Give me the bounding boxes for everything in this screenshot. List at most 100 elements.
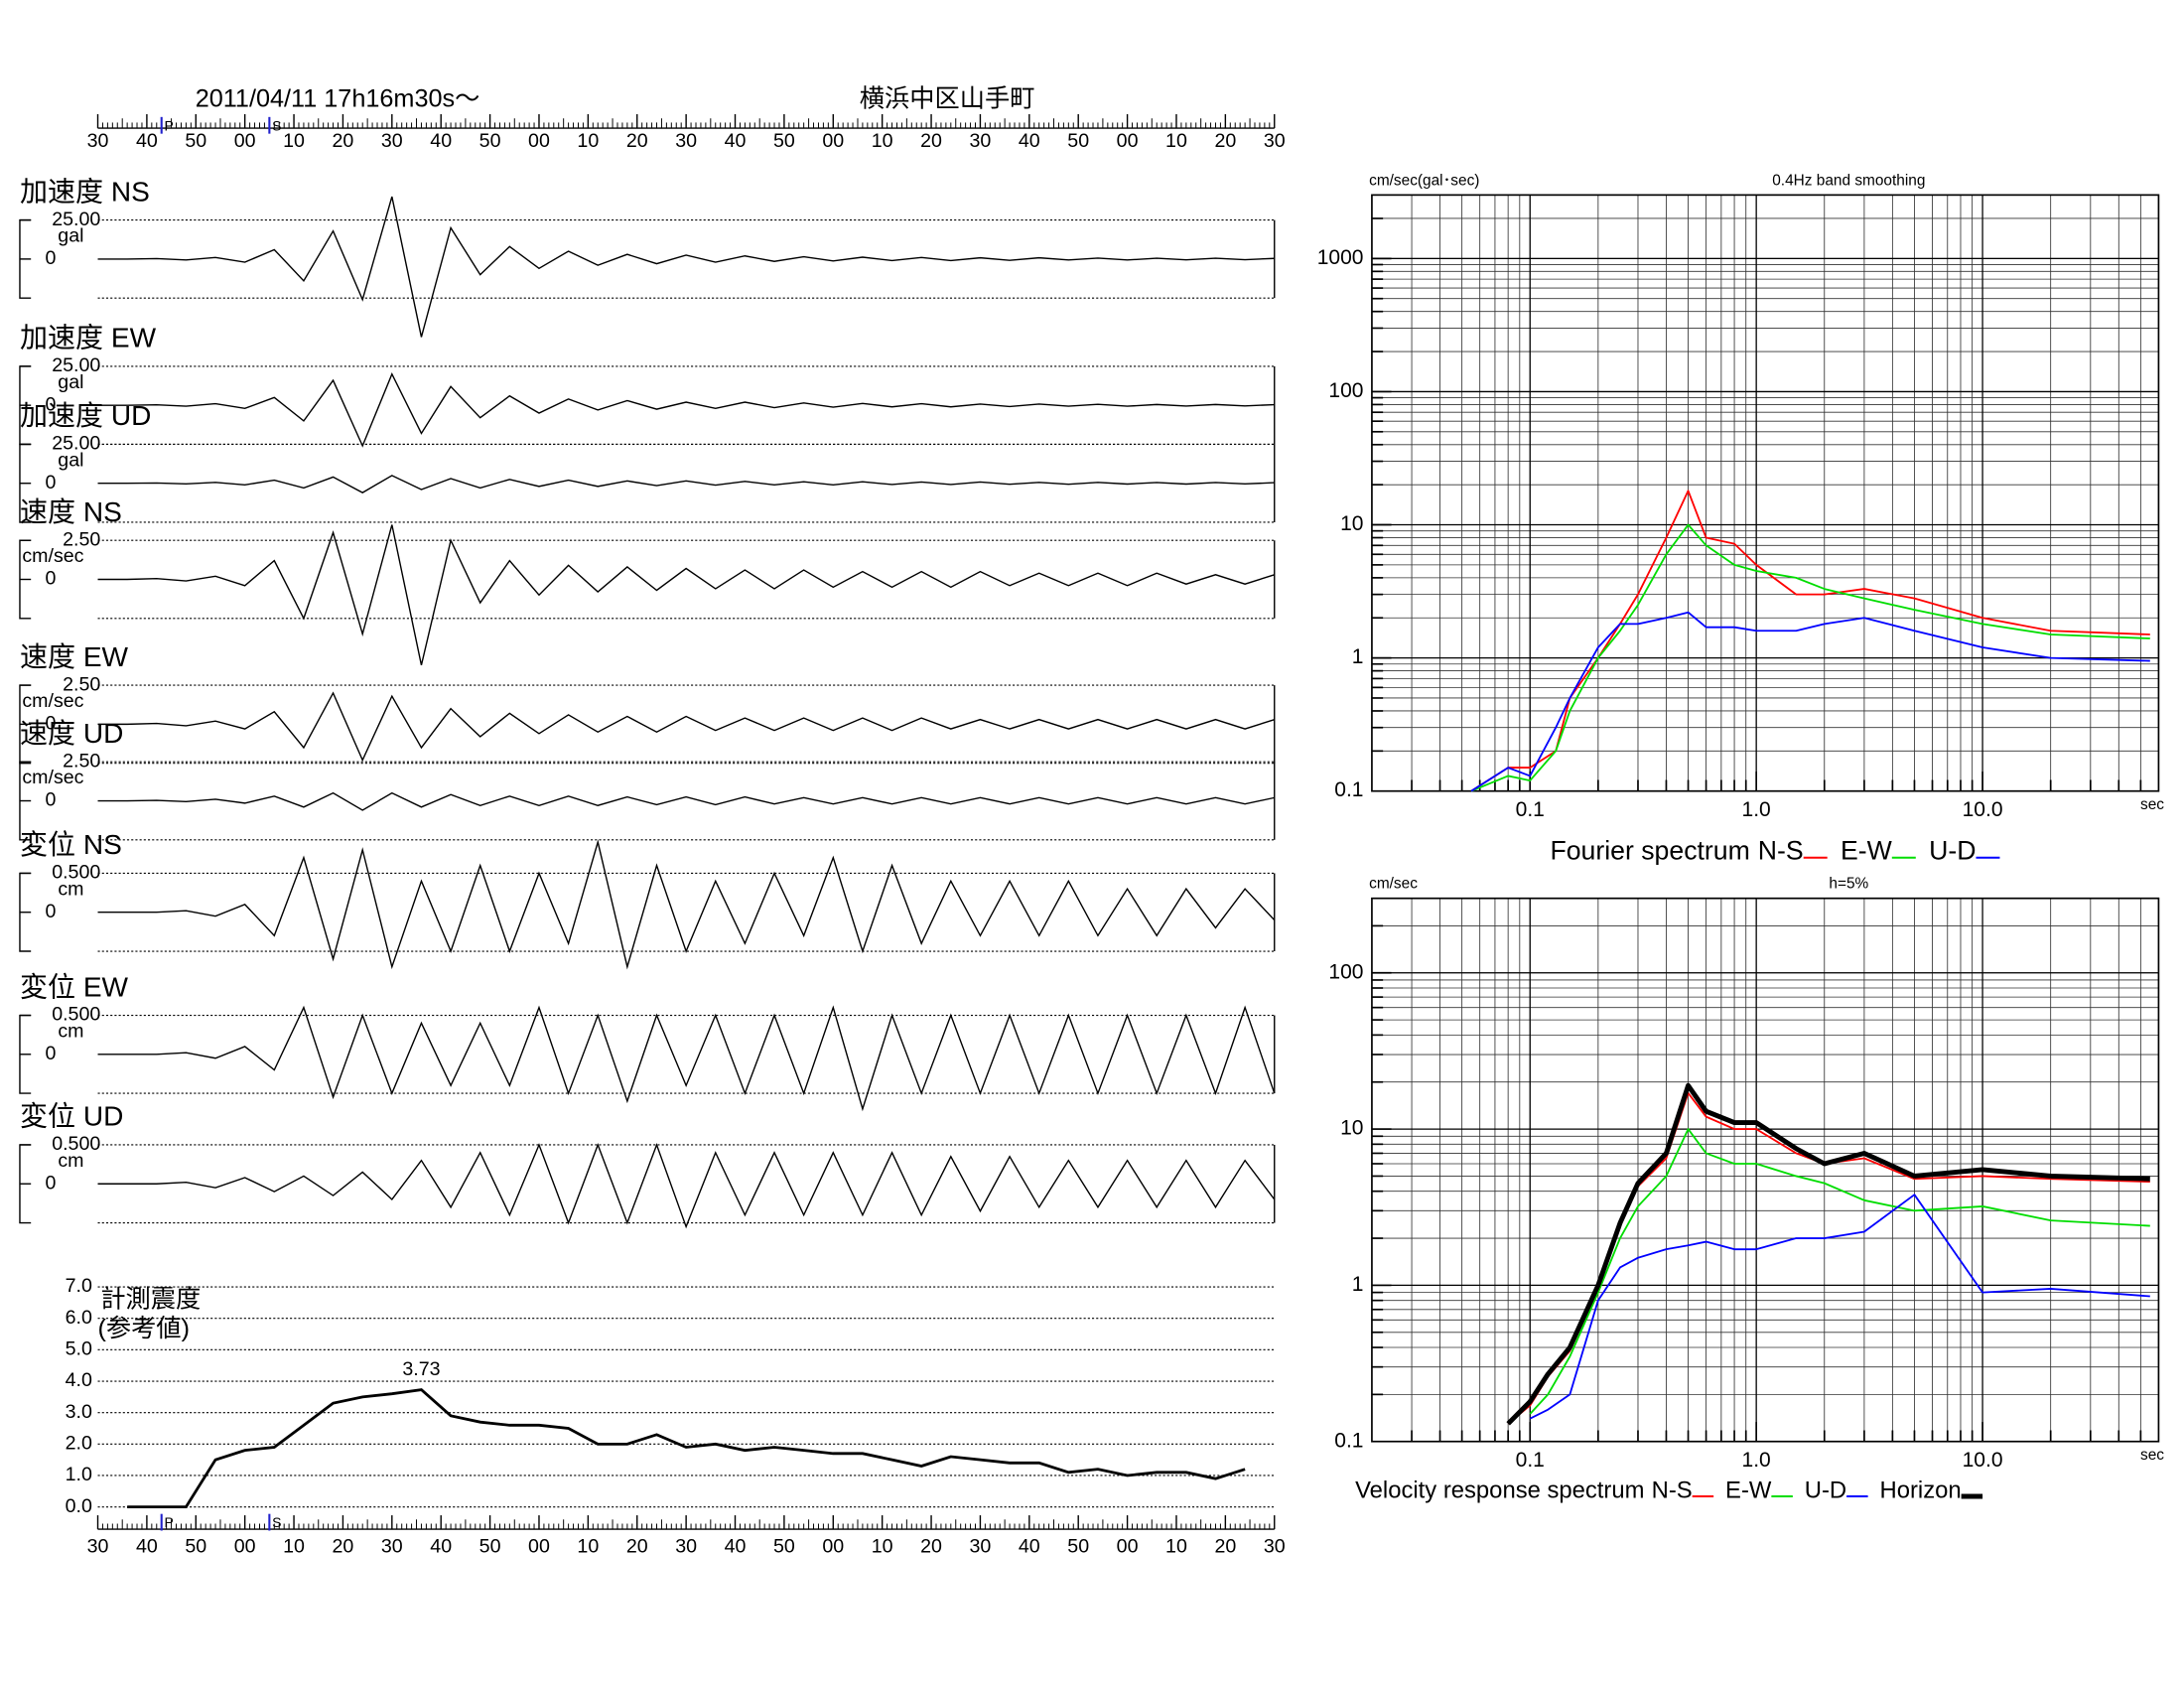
channel-name: 速度 EW [20,641,129,672]
time-tick-label: 10 [872,1536,893,1558]
y-tick-label: 100 [1328,960,1363,983]
phase-marker-label: P [165,1514,174,1530]
time-tick-label: 20 [920,130,942,152]
y-tick-label: 0 [46,1043,57,1064]
y-tick-label: 0.500 [52,862,100,884]
legend-title: Velocity response spectrum [1355,1477,1644,1504]
time-tick-label: 10 [577,130,599,152]
unit-label: gal [58,449,83,471]
spectrum-line [1507,1091,2150,1425]
phase-marker-label: S [272,1514,281,1530]
time-tick-label: 00 [528,1536,550,1558]
time-tick-label: 30 [970,1536,992,1558]
legend-label: U-D [1805,1477,1846,1504]
y-tick-label: 2.50 [63,673,100,695]
y-axis-label: cm/sec(gal･sec) [1369,172,1479,189]
time-tick-label: 10 [1165,130,1187,152]
time-tick-label: 30 [970,130,992,152]
time-tick-label: 30 [381,130,403,152]
legend-label: Horizon [1880,1477,1962,1504]
time-tick-label: 10 [283,1536,305,1558]
time-tick-label: 30 [87,130,109,152]
spectrum-line [1470,611,2150,792]
spectrum-line [1470,490,2150,792]
time-tick-label: 30 [381,1536,403,1558]
y-tick-label: 0 [46,1172,57,1194]
peak-label: 3.73 [402,1358,440,1380]
unit-label: cm [58,1021,83,1043]
y-tick-label: 6.0 [66,1307,92,1329]
y-tick-label: 10 [1340,512,1363,535]
y-tick-label: 25.00 [52,433,100,455]
channel-name: 速度 NS [20,496,122,527]
time-tick-label: 30 [1264,130,1286,152]
unit-label: cm/sec [22,545,83,567]
time-tick-label: 50 [479,1536,501,1558]
y-tick-label: 3.0 [66,1401,92,1423]
time-tick-label: 20 [626,130,648,152]
time-tick-label: 30 [87,1536,109,1558]
record-time: 2011/04/11 17h16m30s～ [196,85,480,113]
time-tick-label: 00 [234,1536,256,1558]
y-tick-label: 0 [46,472,57,493]
station-name: 横浜中区山手町 [860,85,1035,113]
waveform-trace [97,372,1275,448]
time-tick-label: 20 [333,130,354,152]
y-tick-label: 25.00 [52,354,100,376]
waveform-trace [97,524,1275,666]
y-tick-label: 1 [1352,645,1364,668]
x-tick-label: 0.1 [1516,798,1545,821]
time-tick-label: 40 [136,130,158,152]
y-tick-label: 0.0 [66,1495,92,1517]
phase-marker-label: P [165,117,174,133]
time-tick-label: 40 [136,1536,158,1558]
unit-label: cm/sec [22,690,83,712]
time-tick-label: 40 [1019,130,1040,152]
time-tick-label: 20 [333,1536,354,1558]
legend-label: E-W [1725,1477,1772,1504]
spectrum-line [1470,523,2150,792]
time-tick-label: 30 [675,1536,697,1558]
legend-label: E-W [1841,835,1893,865]
y-tick-label: 0.1 [1334,1429,1363,1452]
time-tick-label: 30 [1264,1536,1286,1558]
waveform-trace [97,1005,1276,1112]
y-tick-label: 2.0 [66,1433,92,1455]
time-tick-label: 20 [920,1536,942,1558]
time-tick-label: 50 [185,1536,206,1558]
y-tick-label: 1 [1352,1273,1364,1296]
y-axis-label: cm/sec [1369,876,1418,893]
time-tick-label: 50 [1067,130,1089,152]
y-tick-label: 0 [46,713,57,735]
x-tick-label: 1.0 [1742,1449,1771,1472]
waveform-trace [97,691,1275,763]
unit-label: cm [58,878,83,900]
x-tick-label: 10.0 [1963,1449,2003,1472]
channel-name: 速度 UD [20,718,123,749]
time-tick-label: 00 [1117,130,1139,152]
y-tick-label: 0.500 [52,1004,100,1026]
time-tick-label: 50 [1067,1536,1089,1558]
time-tick-label: 10 [283,130,305,152]
phase-marker-label: S [272,117,281,133]
waveform-trace [97,791,1275,811]
spectrum-line [1506,1082,2150,1426]
time-tick-label: 10 [1165,1536,1187,1558]
chart-title: 計測震度 [100,1286,201,1314]
y-tick-label: 0.500 [52,1133,100,1155]
time-tick-label: 10 [872,130,893,152]
y-tick-label: 1000 [1317,246,1364,269]
chart-subtitle: (参考値) [98,1315,191,1342]
y-tick-label: 4.0 [66,1369,92,1391]
time-tick-label: 50 [479,130,501,152]
time-tick-label: 50 [185,130,206,152]
time-tick-label: 50 [773,130,795,152]
time-tick-label: 40 [430,130,452,152]
y-tick-label: 0.1 [1334,778,1363,801]
time-tick-label: 20 [1214,1536,1236,1558]
time-tick-label: 40 [725,1536,747,1558]
waveform-trace [97,839,1276,970]
time-tick-label: 20 [1214,130,1236,152]
plot-frame [1371,194,2160,792]
